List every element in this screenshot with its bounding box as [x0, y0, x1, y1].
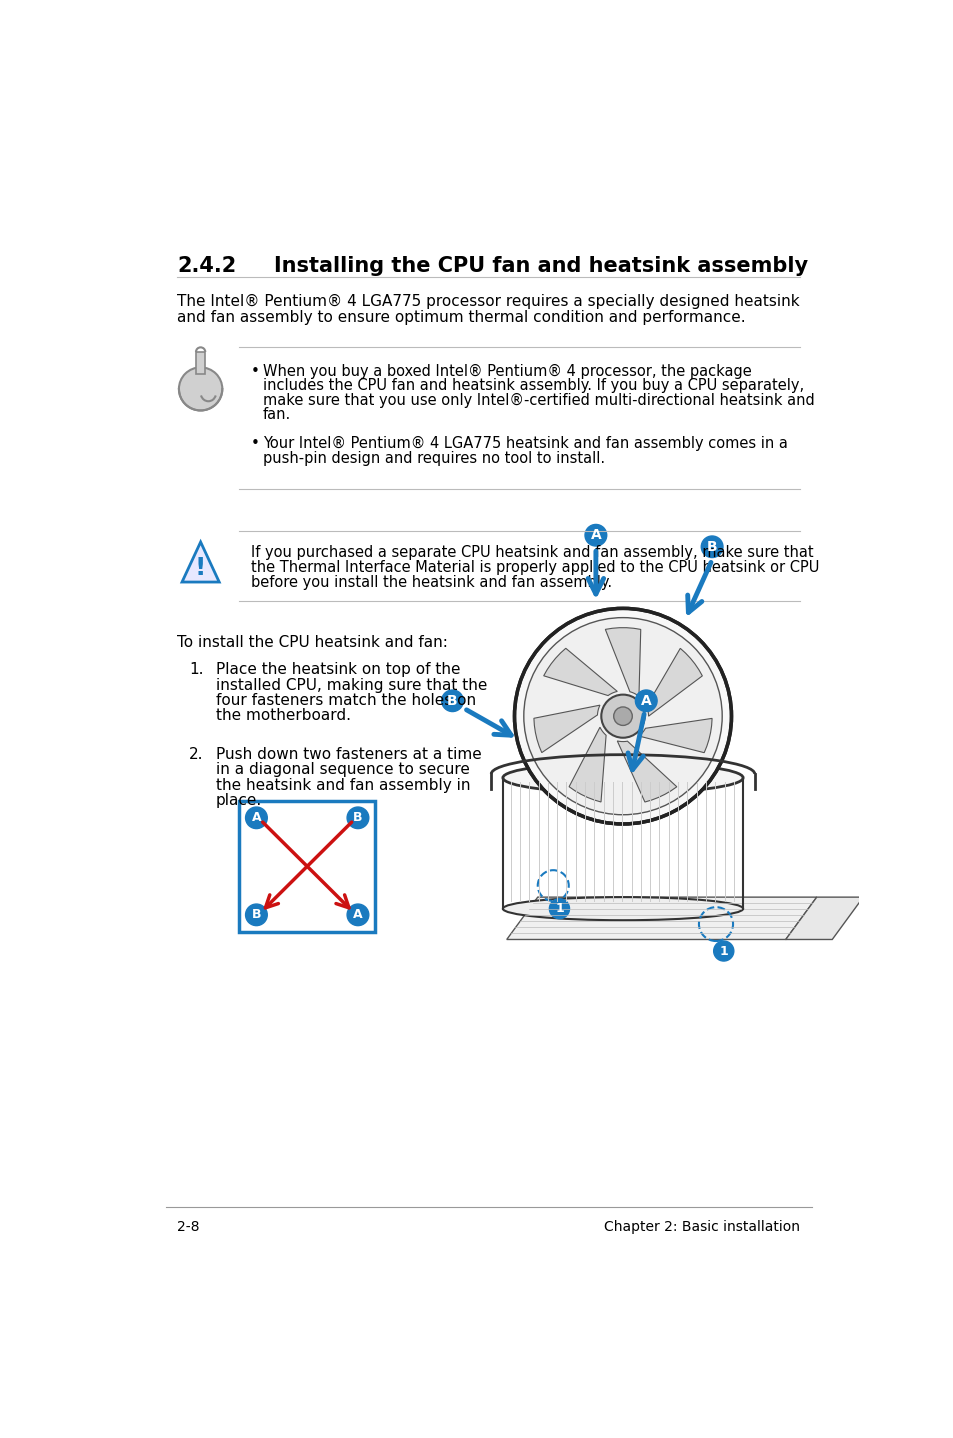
Circle shape	[245, 807, 267, 828]
Polygon shape	[617, 741, 676, 802]
Text: the heatsink and fan assembly in: the heatsink and fan assembly in	[216, 778, 470, 792]
Polygon shape	[534, 705, 599, 752]
Circle shape	[700, 536, 722, 558]
Circle shape	[245, 905, 267, 926]
Polygon shape	[506, 897, 816, 939]
Circle shape	[600, 695, 644, 738]
Text: 2-8: 2-8	[177, 1219, 200, 1234]
Text: Installing the CPU fan and heatsink assembly: Installing the CPU fan and heatsink asse…	[274, 256, 807, 276]
Circle shape	[347, 905, 369, 926]
Text: and fan assembly to ensure optimum thermal condition and performance.: and fan assembly to ensure optimum therm…	[177, 309, 745, 325]
Circle shape	[713, 940, 733, 961]
Text: Your Intel® Pentium® 4 LGA775 heatsink and fan assembly comes in a: Your Intel® Pentium® 4 LGA775 heatsink a…	[262, 436, 786, 452]
Text: 1: 1	[719, 945, 727, 958]
Text: before you install the heatsink and fan assembly.: before you install the heatsink and fan …	[251, 575, 612, 590]
Text: !: !	[194, 555, 206, 580]
Text: If you purchased a separate CPU heatsink and fan assembly, make sure that: If you purchased a separate CPU heatsink…	[251, 545, 813, 561]
Polygon shape	[646, 649, 701, 716]
Circle shape	[179, 367, 222, 410]
Text: B: B	[706, 539, 717, 554]
Text: B: B	[447, 693, 457, 707]
Text: •: •	[251, 364, 259, 378]
Polygon shape	[195, 352, 205, 374]
Circle shape	[347, 807, 369, 828]
Text: includes the CPU fan and heatsink assembly. If you buy a CPU separately,: includes the CPU fan and heatsink assemb…	[262, 378, 803, 393]
Text: 1: 1	[555, 902, 563, 915]
Text: Place the heatsink on top of the: Place the heatsink on top of the	[216, 663, 460, 677]
Text: the Thermal Interface Material is properly applied to the CPU heatsink or CPU: the Thermal Interface Material is proper…	[251, 559, 819, 575]
Text: four fasteners match the holes on: four fasteners match the holes on	[216, 693, 476, 707]
Text: B: B	[252, 909, 261, 922]
Text: installed CPU, making sure that the: installed CPU, making sure that the	[216, 677, 487, 693]
Text: •: •	[251, 436, 259, 452]
Polygon shape	[639, 719, 711, 752]
Text: When you buy a boxed Intel® Pentium® 4 processor, the package: When you buy a boxed Intel® Pentium® 4 p…	[262, 364, 751, 378]
Text: A: A	[252, 811, 261, 824]
Circle shape	[523, 617, 721, 815]
Text: in a diagonal sequence to secure: in a diagonal sequence to secure	[216, 762, 470, 778]
Ellipse shape	[502, 762, 742, 794]
Polygon shape	[182, 542, 219, 582]
Text: Push down two fasteners at a time: Push down two fasteners at a time	[216, 746, 481, 762]
Circle shape	[635, 690, 657, 712]
Ellipse shape	[502, 897, 742, 920]
Text: 1.: 1.	[189, 663, 203, 677]
Text: A: A	[590, 528, 600, 542]
Circle shape	[514, 608, 731, 824]
Text: To install the CPU heatsink and fan:: To install the CPU heatsink and fan:	[177, 636, 448, 650]
Polygon shape	[569, 728, 605, 802]
Text: Chapter 2: Basic installation: Chapter 2: Basic installation	[604, 1219, 800, 1234]
Circle shape	[613, 707, 632, 725]
Polygon shape	[785, 897, 862, 939]
Text: push-pin design and requires no tool to install.: push-pin design and requires no tool to …	[262, 450, 604, 466]
Circle shape	[549, 899, 569, 919]
Text: 2.: 2.	[189, 746, 203, 762]
Bar	[239, 801, 375, 932]
Text: fan.: fan.	[262, 407, 291, 423]
Text: B: B	[353, 811, 362, 824]
Polygon shape	[543, 649, 617, 696]
Polygon shape	[605, 628, 640, 696]
Text: A: A	[353, 909, 362, 922]
Text: A: A	[640, 693, 651, 707]
Text: place.: place.	[216, 794, 262, 808]
Text: The Intel® Pentium® 4 LGA775 processor requires a specially designed heatsink: The Intel® Pentium® 4 LGA775 processor r…	[177, 295, 800, 309]
Text: 2.4.2: 2.4.2	[177, 256, 236, 276]
Text: the motherboard.: the motherboard.	[216, 709, 351, 723]
Circle shape	[441, 690, 463, 712]
Circle shape	[584, 525, 606, 546]
Text: make sure that you use only Intel®-certified multi-directional heatsink and: make sure that you use only Intel®-certi…	[262, 393, 814, 408]
